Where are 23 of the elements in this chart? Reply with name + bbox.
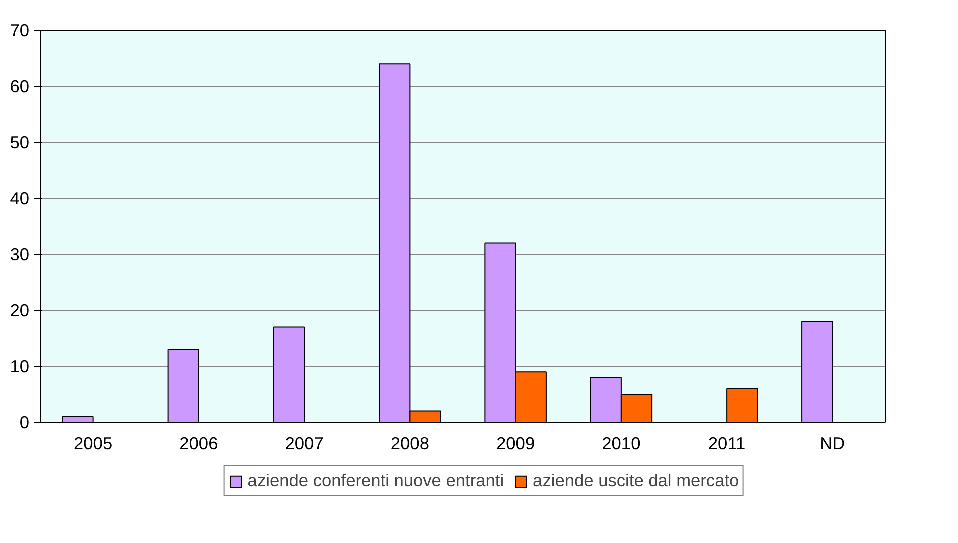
bar bbox=[726, 388, 758, 422]
bar bbox=[168, 349, 200, 422]
y-tick-label: 40 bbox=[10, 188, 30, 208]
x-tick-label: ND bbox=[820, 434, 846, 454]
bar bbox=[802, 321, 834, 422]
x-tick-label: 2007 bbox=[285, 434, 324, 454]
legend-label: aziende conferenti nuove entranti bbox=[248, 470, 504, 492]
x-tick-label: 2010 bbox=[602, 434, 641, 454]
y-tick-label: 10 bbox=[10, 356, 30, 376]
x-tick-label: 2011 bbox=[708, 434, 746, 454]
y-tick-label: 60 bbox=[10, 76, 30, 96]
y-tick-label: 70 bbox=[10, 20, 30, 40]
x-tick-label: 2009 bbox=[496, 434, 536, 454]
x-tick-label: 2005 bbox=[74, 434, 113, 454]
y-tick-label: 50 bbox=[10, 132, 30, 152]
y-tick-label: 0 bbox=[20, 412, 30, 432]
bar bbox=[62, 416, 94, 422]
x-tick-label: 2006 bbox=[180, 434, 218, 454]
y-tick-label: 30 bbox=[10, 244, 30, 264]
y-tick-label: 20 bbox=[10, 300, 30, 320]
x-tick-label: 2008 bbox=[390, 434, 430, 454]
bar bbox=[273, 326, 306, 422]
legend-label: aziende uscite dal mercato bbox=[533, 470, 740, 492]
